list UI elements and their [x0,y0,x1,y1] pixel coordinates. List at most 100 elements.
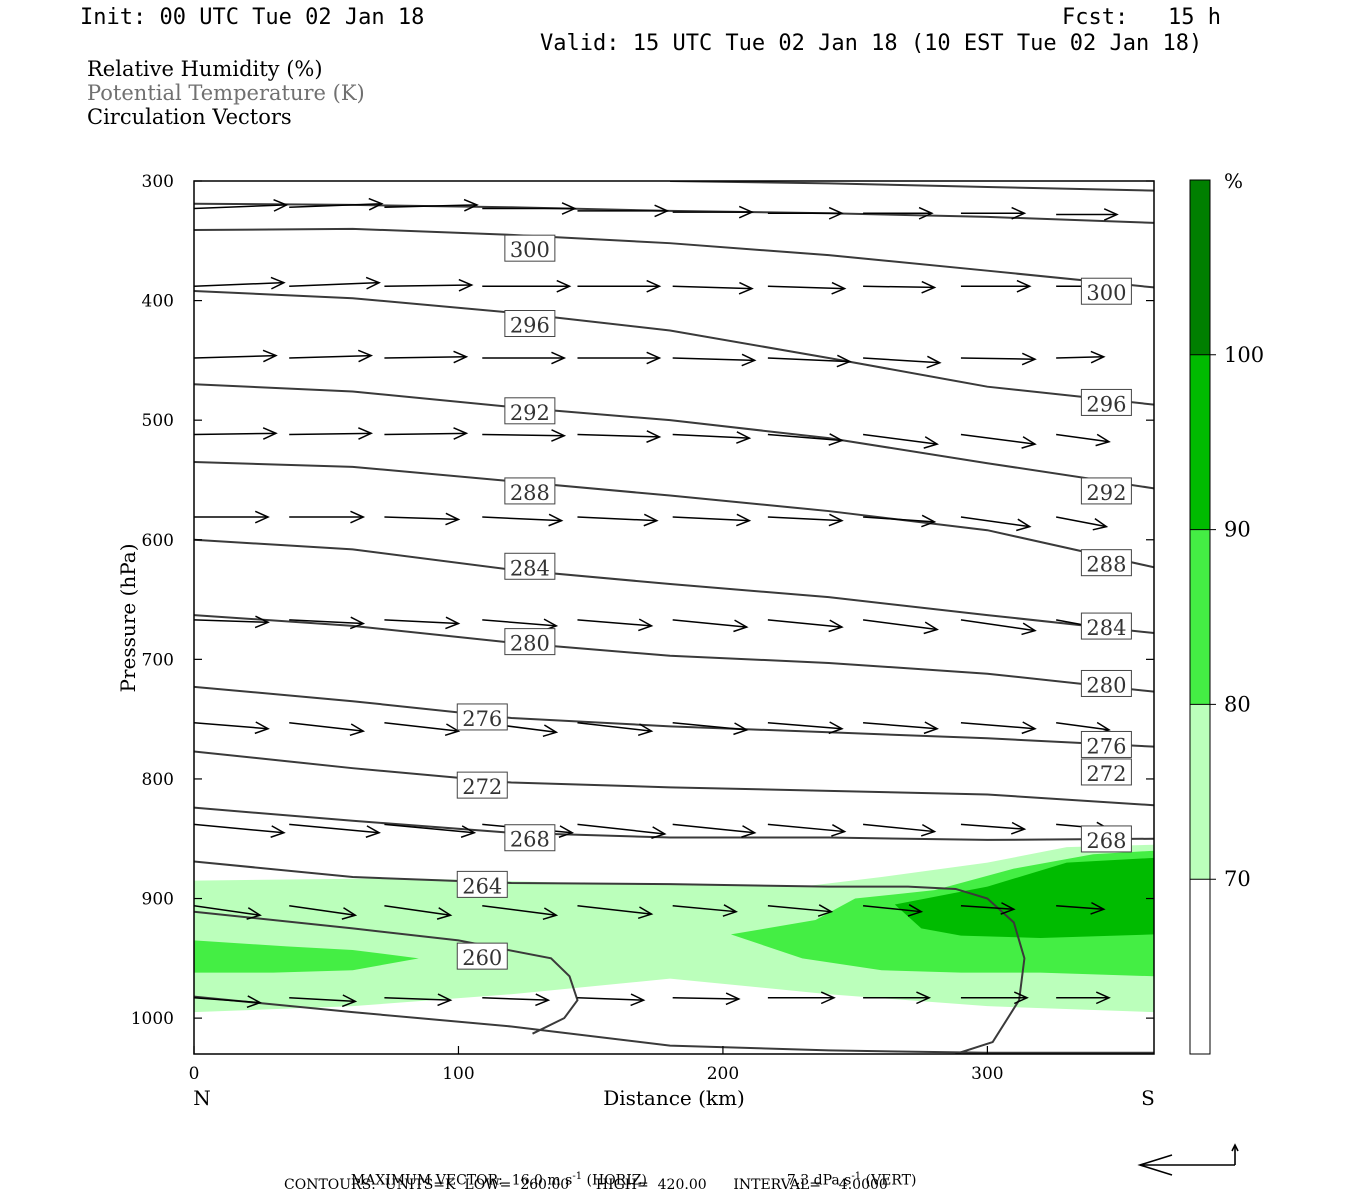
circulation-vector-0-7 [863,206,934,220]
theta-label-box-280-0 [504,628,556,656]
field-label-vectors: Circulation Vectors [87,105,292,129]
circulation-vector-7-4 [577,823,667,839]
circulation-vector-1-3 [482,279,572,293]
max-vector-horiz-exp: -1 [572,1171,583,1182]
theta-label-box-296-0 [504,310,556,338]
rh-region-90-3 [894,857,1154,938]
circulation-vector-0-8 [960,206,1027,220]
circulation-vector-9-6 [767,991,836,1005]
theta-label-box-260-0 [456,942,508,970]
colorbar-swatch-4 [1190,180,1210,355]
theta-label-box-272-1 [1080,758,1132,786]
circulation-vector-7-5 [672,823,757,838]
circulation-vector-0-4 [577,204,670,218]
circulation-vector-5-1 [289,616,366,630]
circulation-vector-6-0 [194,721,270,735]
circulation-vector-8-1 [289,904,358,920]
reference-vector [1137,1143,1239,1176]
theta-label-284-1: 284 [1086,616,1126,640]
circulation-vector-8-8 [960,902,1016,915]
max-vector-vert: 7.3 dPa s-1 (VERT) [778,1158,917,1189]
theta-label-box-268-1 [1080,825,1132,853]
theta-label-268-1: 268 [1086,829,1126,853]
circulation-vector-2-4 [577,351,662,365]
max-vector-note: MAXIMUM VECTOR: 16.0 m s-1 (HORIZ) [342,1158,647,1188]
circulation-vector-8-9 [1056,901,1106,915]
circulation-vector-3-9 [1056,433,1111,447]
circulation-vector-8-3 [482,904,559,921]
theta-label-300-0: 300 [510,238,550,262]
colorbar-unit: % [1224,169,1243,193]
circulation-vector-0-0 [194,199,289,212]
circulation-vector-3-6 [767,433,844,446]
y-tick-label-400: 400 [142,292,174,312]
circulation-vector-9-8 [960,991,1029,1005]
y-tick-label-500: 500 [142,411,174,431]
theta-label-box-276-0 [456,703,508,731]
circulation-vector-9-2 [384,993,453,1007]
theta-label-box-268-0 [504,824,556,852]
circulation-vector-0-9 [1056,208,1119,221]
field-label-theta: Potential Temperature (K) [87,81,365,105]
theta-contour-layer [194,181,1154,1054]
circulation-vector-2-7 [863,355,942,369]
circulation-vector-3-3 [482,429,567,442]
circulation-vector-1-4 [577,279,662,293]
circulation-vector-2-5 [672,353,757,367]
circulation-vector-4-3 [482,513,564,527]
max-vector-vert-unit: (VERT) [861,1172,917,1189]
circulation-vector-3-5 [672,431,752,444]
circulation-vector-6-5 [672,721,749,736]
colorbar-swatch-2 [1190,529,1210,705]
theta-contour-292 [194,383,1154,490]
circulation-vector-4-1 [289,510,366,524]
axis-layer: 300 400 500 600 700 800 900 1000 0 100 200 300 [131,172,1154,1084]
circulation-vector-7-2 [384,823,477,838]
circulation-vector-9-7 [863,991,932,1005]
circulation-vector-4-7 [863,514,937,528]
y-tick-label-1000: 1000 [131,1009,174,1029]
theta-label-box-276-1 [1080,730,1132,758]
theta-contour-264 [194,860,1026,1054]
circulation-vector-8-0 [194,904,262,920]
theta-contour-284 [194,538,1154,635]
circulation-vector-1-8 [960,279,1032,293]
rh-region-80-1 [194,940,419,973]
theta-label-276-1: 276 [1086,734,1126,758]
circulation-vector-6-4 [577,721,654,737]
circulation-vector-9-1 [289,994,358,1008]
colorbar-label-90: 90 [1224,518,1251,542]
circulation-vector-1-7 [863,280,937,294]
rh-fill-layer [194,844,1154,1013]
circulation-vector-1-6 [767,281,847,295]
y-tick-label-800: 800 [142,770,174,790]
theta-label-box-264-0 [456,870,508,898]
circulation-vector-3-2 [384,427,469,440]
theta-contour-308 [670,181,1154,192]
circulation-vector-6-8 [960,721,1037,735]
circulation-vector-4-5 [672,513,752,527]
colorbar: 70 80 90 100 [1189,179,1264,1055]
theta-label-box-288-1 [1080,549,1132,577]
theta-label-300-1: 300 [1086,281,1126,305]
theta-label-280-1: 280 [1086,673,1126,697]
circulation-vector-7-6 [767,823,847,837]
y-tick-label-600: 600 [142,531,174,551]
circulation-vector-5-6 [767,619,844,633]
circulation-vector-3-0 [194,427,278,440]
theta-label-box-300-1 [1080,277,1132,305]
x-axis-label: Distance (km) [603,1086,745,1110]
max-vector-vert-exp: -1 [851,1171,862,1182]
theta-label-276-0: 276 [462,707,502,731]
circulation-vector-8-2 [384,904,453,920]
theta-label-292-0: 292 [510,401,550,425]
theta-contour-276 [194,685,1154,748]
circulation-vector-6-6 [767,721,844,735]
circulation-vector-4-9 [1056,516,1109,531]
circulation-vector-0-3 [482,202,577,215]
circulation-vector-4-6 [767,513,844,527]
theta-contour-280 [194,614,1154,693]
circulation-vector-5-8 [960,619,1037,636]
theta-label-box-296-1 [1080,388,1132,416]
